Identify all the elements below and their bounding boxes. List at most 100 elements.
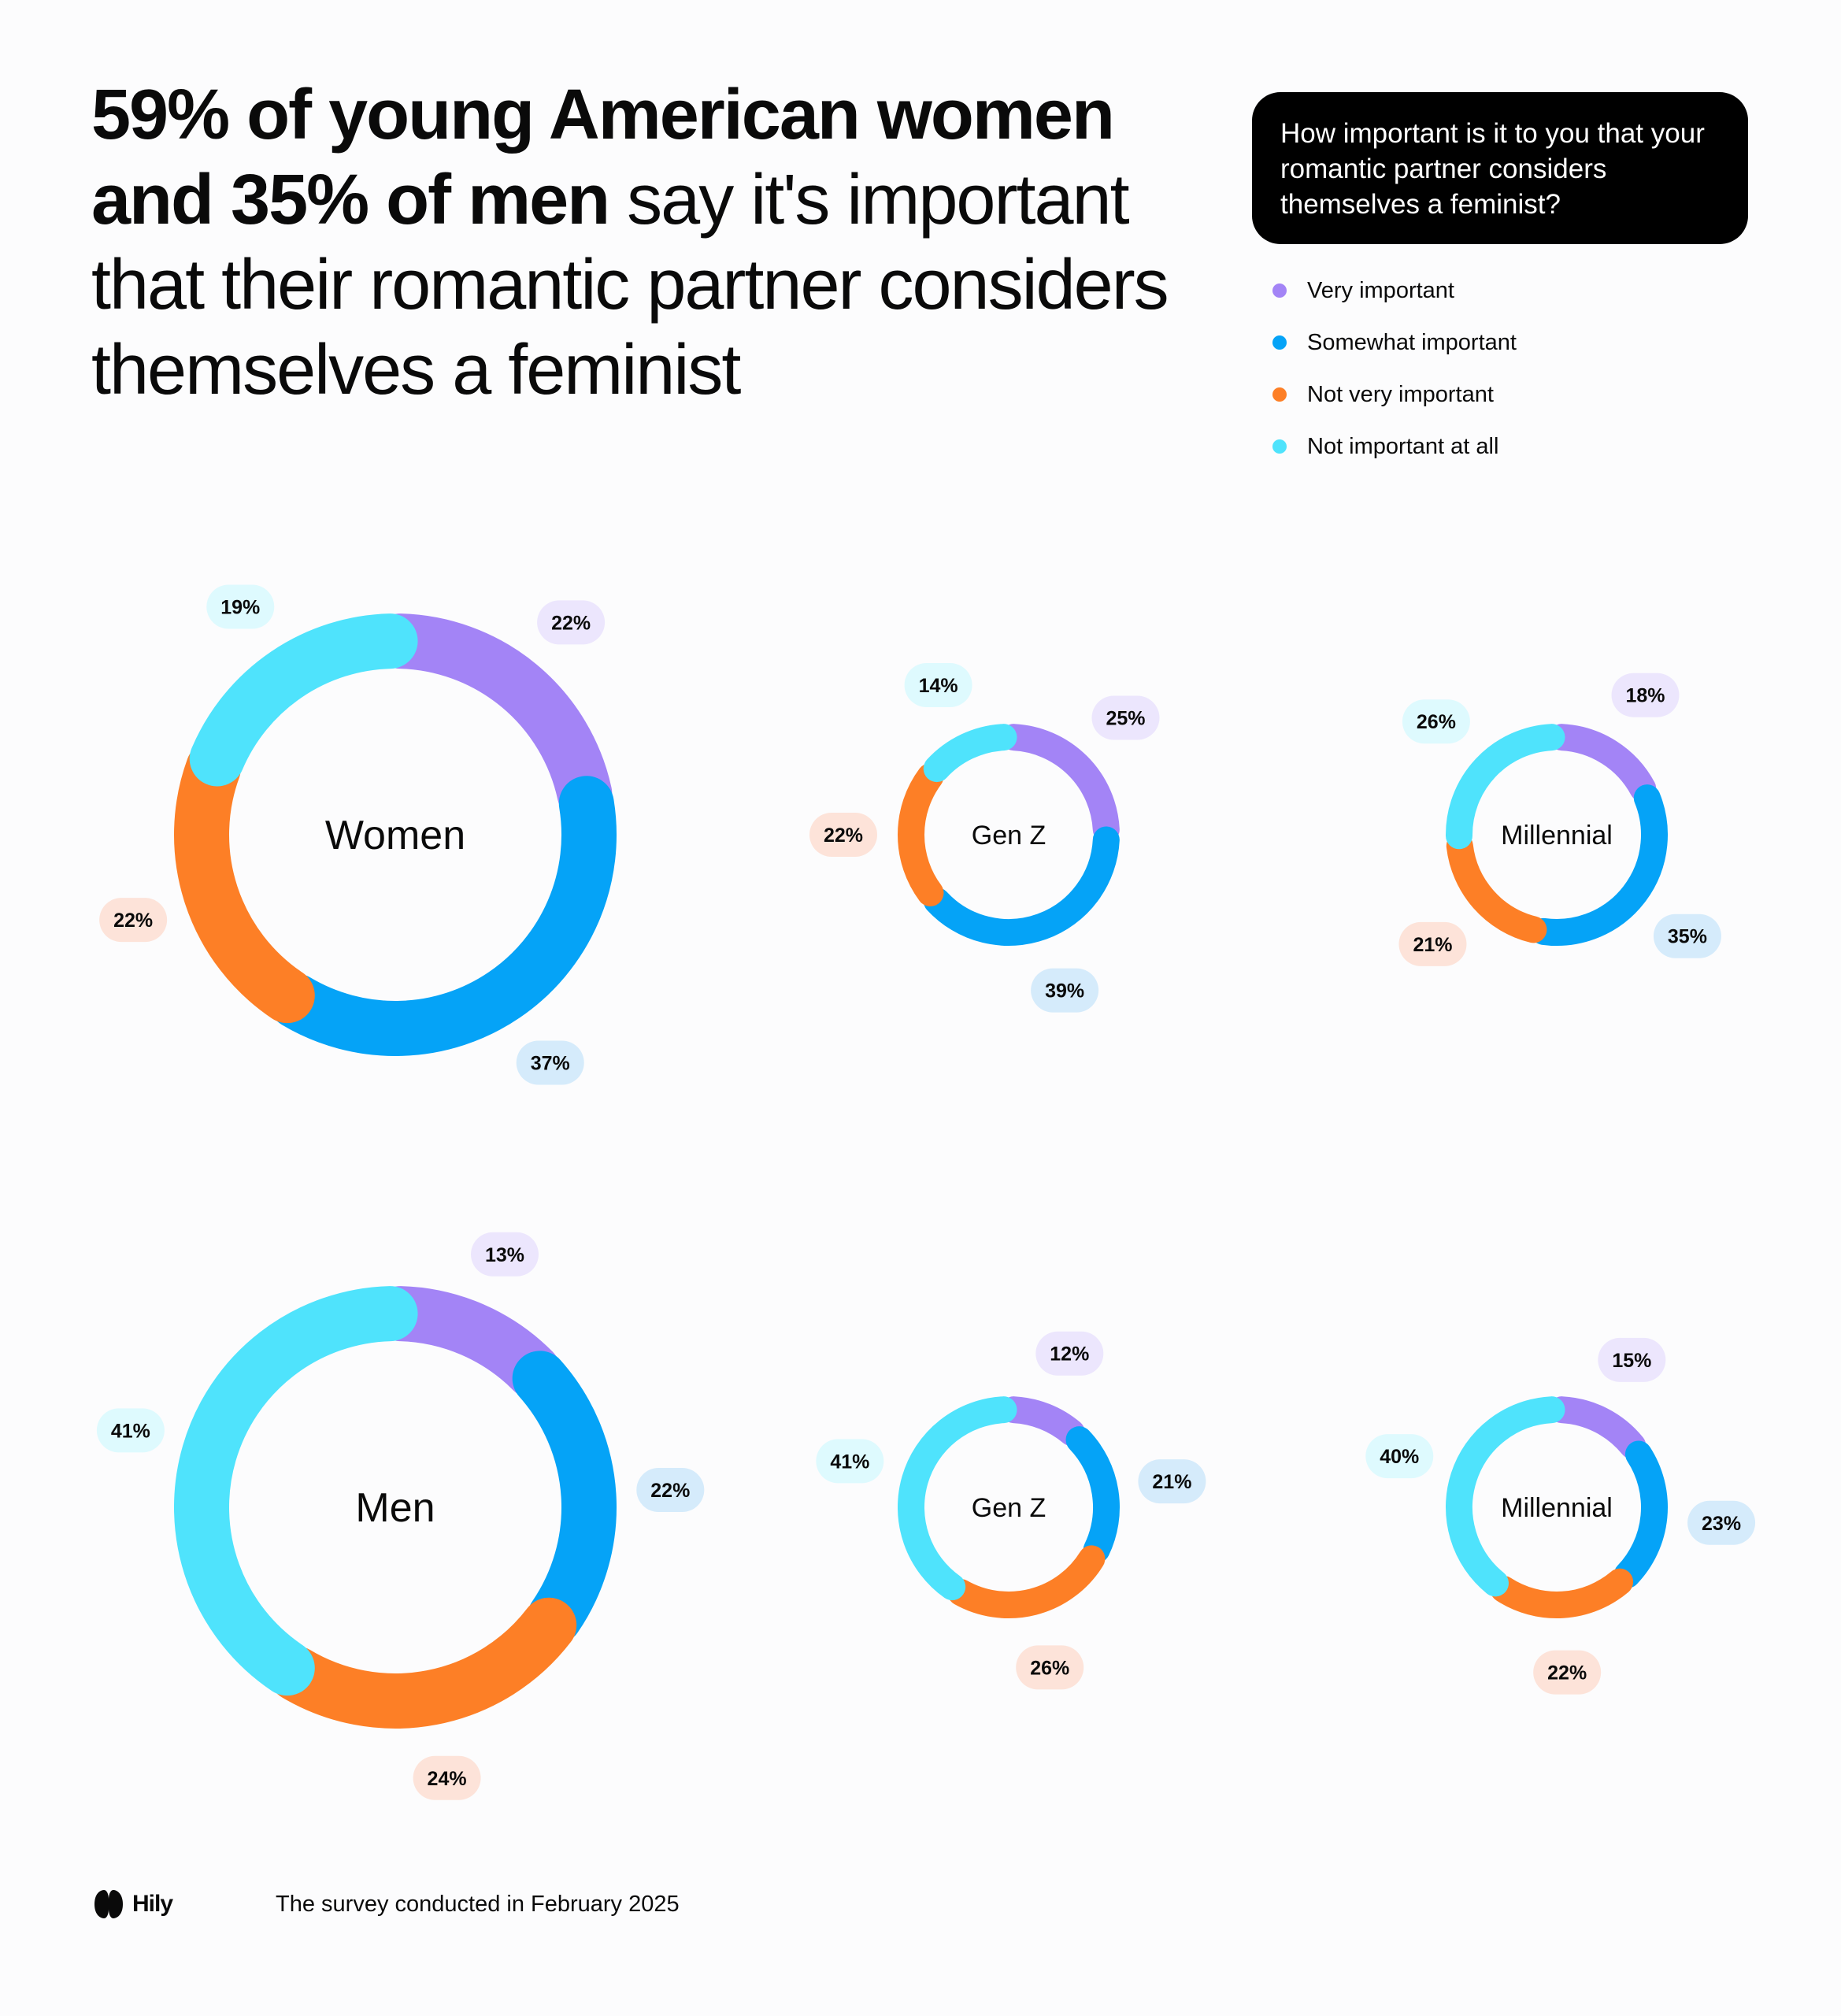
- legend-item-very-important: Very important: [1272, 265, 1517, 317]
- value-pill: [1402, 699, 1470, 744]
- value-label: 18%: [1626, 685, 1665, 707]
- value-label: 21%: [1413, 934, 1452, 956]
- value-pill: [516, 1040, 584, 1085]
- value-pill: [1138, 1459, 1206, 1504]
- value-label: 26%: [1417, 711, 1456, 733]
- value-pill: [413, 1755, 481, 1800]
- donut-2: 18% 35% 21% 26% Millennial: [1398, 673, 1721, 966]
- donut-center-label: Gen Z: [972, 821, 1046, 850]
- value-pill: [1031, 968, 1099, 1013]
- donut-segment-not-very-important: [1446, 832, 1547, 943]
- value-pill: [1035, 1331, 1104, 1376]
- value-label: 39%: [1045, 980, 1084, 1002]
- legend: Very important Somewhat important Not ve…: [1272, 265, 1517, 472]
- brand-logo: Hily: [91, 1887, 173, 1922]
- value-label: 40%: [1380, 1446, 1419, 1468]
- legend-item-not-very-important: Not very important: [1272, 369, 1517, 421]
- value-label: 37%: [531, 1052, 570, 1074]
- donut-center-label: Men: [355, 1485, 435, 1531]
- legend-item-not-important-at-all: Not important at all: [1272, 421, 1517, 472]
- legend-label: Not very important: [1307, 381, 1494, 407]
- value-label: 22%: [1547, 1662, 1587, 1684]
- donut-segment-very-important: [372, 1286, 561, 1399]
- legend-label: Somewhat important: [1307, 329, 1517, 355]
- value-pill: [636, 1468, 705, 1513]
- value-label: 14%: [919, 675, 958, 697]
- donut-3: 13% 22% 24% 41% Men: [96, 1232, 705, 1800]
- value-label: 25%: [1106, 708, 1145, 730]
- value-pill: [1365, 1434, 1434, 1479]
- donut-segment-somewhat-important: [923, 826, 1120, 946]
- donut-segment-not-important-at-all: [1446, 1396, 1565, 1597]
- donut-segment-very-important: [1000, 724, 1120, 843]
- value-pill: [1653, 914, 1721, 958]
- donut-0: 22% 37% 22% 19% Women: [99, 584, 617, 1085]
- survey-note: The survey conducted in February 2025: [276, 1892, 680, 1917]
- value-label: 35%: [1668, 926, 1707, 948]
- donut-segment-very-important: [372, 613, 613, 821]
- donut-segment-somewhat-important: [268, 776, 617, 1056]
- value-label: 41%: [830, 1451, 869, 1473]
- legend-label: Not important at all: [1307, 433, 1499, 459]
- donut-center-label: Millennial: [1501, 821, 1613, 850]
- value-pill: [1091, 695, 1160, 740]
- donut-segment-very-important: [1548, 724, 1657, 802]
- value-pill: [99, 898, 168, 943]
- value-pill: [1016, 1645, 1084, 1690]
- donut-segment-not-very-important: [898, 763, 944, 906]
- value-label: 15%: [1612, 1350, 1651, 1372]
- donut-segment-not-very-important: [1490, 1568, 1634, 1618]
- donut-4: 12% 21% 26% 41% Gen Z: [816, 1331, 1206, 1690]
- donut-segment-not-important-at-all: [1446, 724, 1565, 850]
- donut-center-label: Millennial: [1501, 1493, 1613, 1523]
- value-label: 22%: [650, 1480, 690, 1502]
- legend-dot-very-important: [1272, 284, 1287, 298]
- value-pill: [1598, 1337, 1666, 1382]
- donut-segment-very-important: [1548, 1396, 1647, 1459]
- value-label: 22%: [551, 612, 591, 634]
- value-pill: [96, 1408, 165, 1453]
- value-label: 21%: [1152, 1471, 1191, 1493]
- value-label: 24%: [428, 1768, 467, 1790]
- value-label: 41%: [111, 1420, 150, 1442]
- donut-segment-somewhat-important: [1530, 784, 1668, 946]
- headline-regular: say it's important that their romantic p…: [91, 161, 1169, 410]
- donut-segment-not-very-important: [947, 1545, 1106, 1618]
- value-label: 12%: [1050, 1343, 1089, 1366]
- value-pill: [904, 662, 972, 707]
- legend-label: Very important: [1307, 277, 1454, 303]
- donut-5: 15% 23% 22% 40% Millennial: [1365, 1337, 1756, 1695]
- donut-segment-somewhat-important: [512, 1351, 617, 1645]
- value-pill: [816, 1439, 884, 1484]
- question-box: How important is it to you that your rom…: [1252, 92, 1748, 244]
- donut-segment-not-important-at-all: [174, 1286, 418, 1696]
- value-pill: [206, 584, 275, 629]
- value-pill: [809, 813, 877, 857]
- donut-segment-not-important-at-all: [898, 1396, 1017, 1601]
- legend-item-somewhat-important: Somewhat important: [1272, 317, 1517, 369]
- value-label: 13%: [485, 1244, 524, 1266]
- value-label: 23%: [1702, 1513, 1741, 1535]
- legend-dot-somewhat-important: [1272, 335, 1287, 350]
- donut-segment-not-important-at-all: [189, 613, 418, 787]
- value-pill: [471, 1232, 539, 1277]
- donut-center-label: Women: [325, 813, 465, 858]
- value-pill: [1398, 921, 1467, 966]
- donut-center-label: Gen Z: [972, 1493, 1046, 1523]
- hily-logo-icon: [94, 1890, 123, 1918]
- donut-segment-somewhat-important: [1065, 1426, 1120, 1563]
- donut-1: 25% 39% 22% 14% Gen Z: [809, 662, 1160, 1013]
- legend-dot-not-very-important: [1272, 387, 1287, 402]
- value-label: 22%: [113, 910, 153, 932]
- donut-segment-somewhat-important: [1613, 1440, 1668, 1588]
- value-pill: [1533, 1650, 1602, 1695]
- headline-bold: 59% of young American women and 35% of m…: [91, 76, 1115, 239]
- donut-segment-not-very-important: [174, 740, 315, 1024]
- headline: 59% of young American women and 35% of m…: [91, 72, 1194, 413]
- value-pill: [1687, 1500, 1756, 1545]
- value-label: 26%: [1030, 1657, 1069, 1679]
- donut-segment-very-important: [1000, 1396, 1086, 1447]
- value-pill: [537, 600, 606, 645]
- donut-segment-not-important-at-all: [923, 724, 1017, 783]
